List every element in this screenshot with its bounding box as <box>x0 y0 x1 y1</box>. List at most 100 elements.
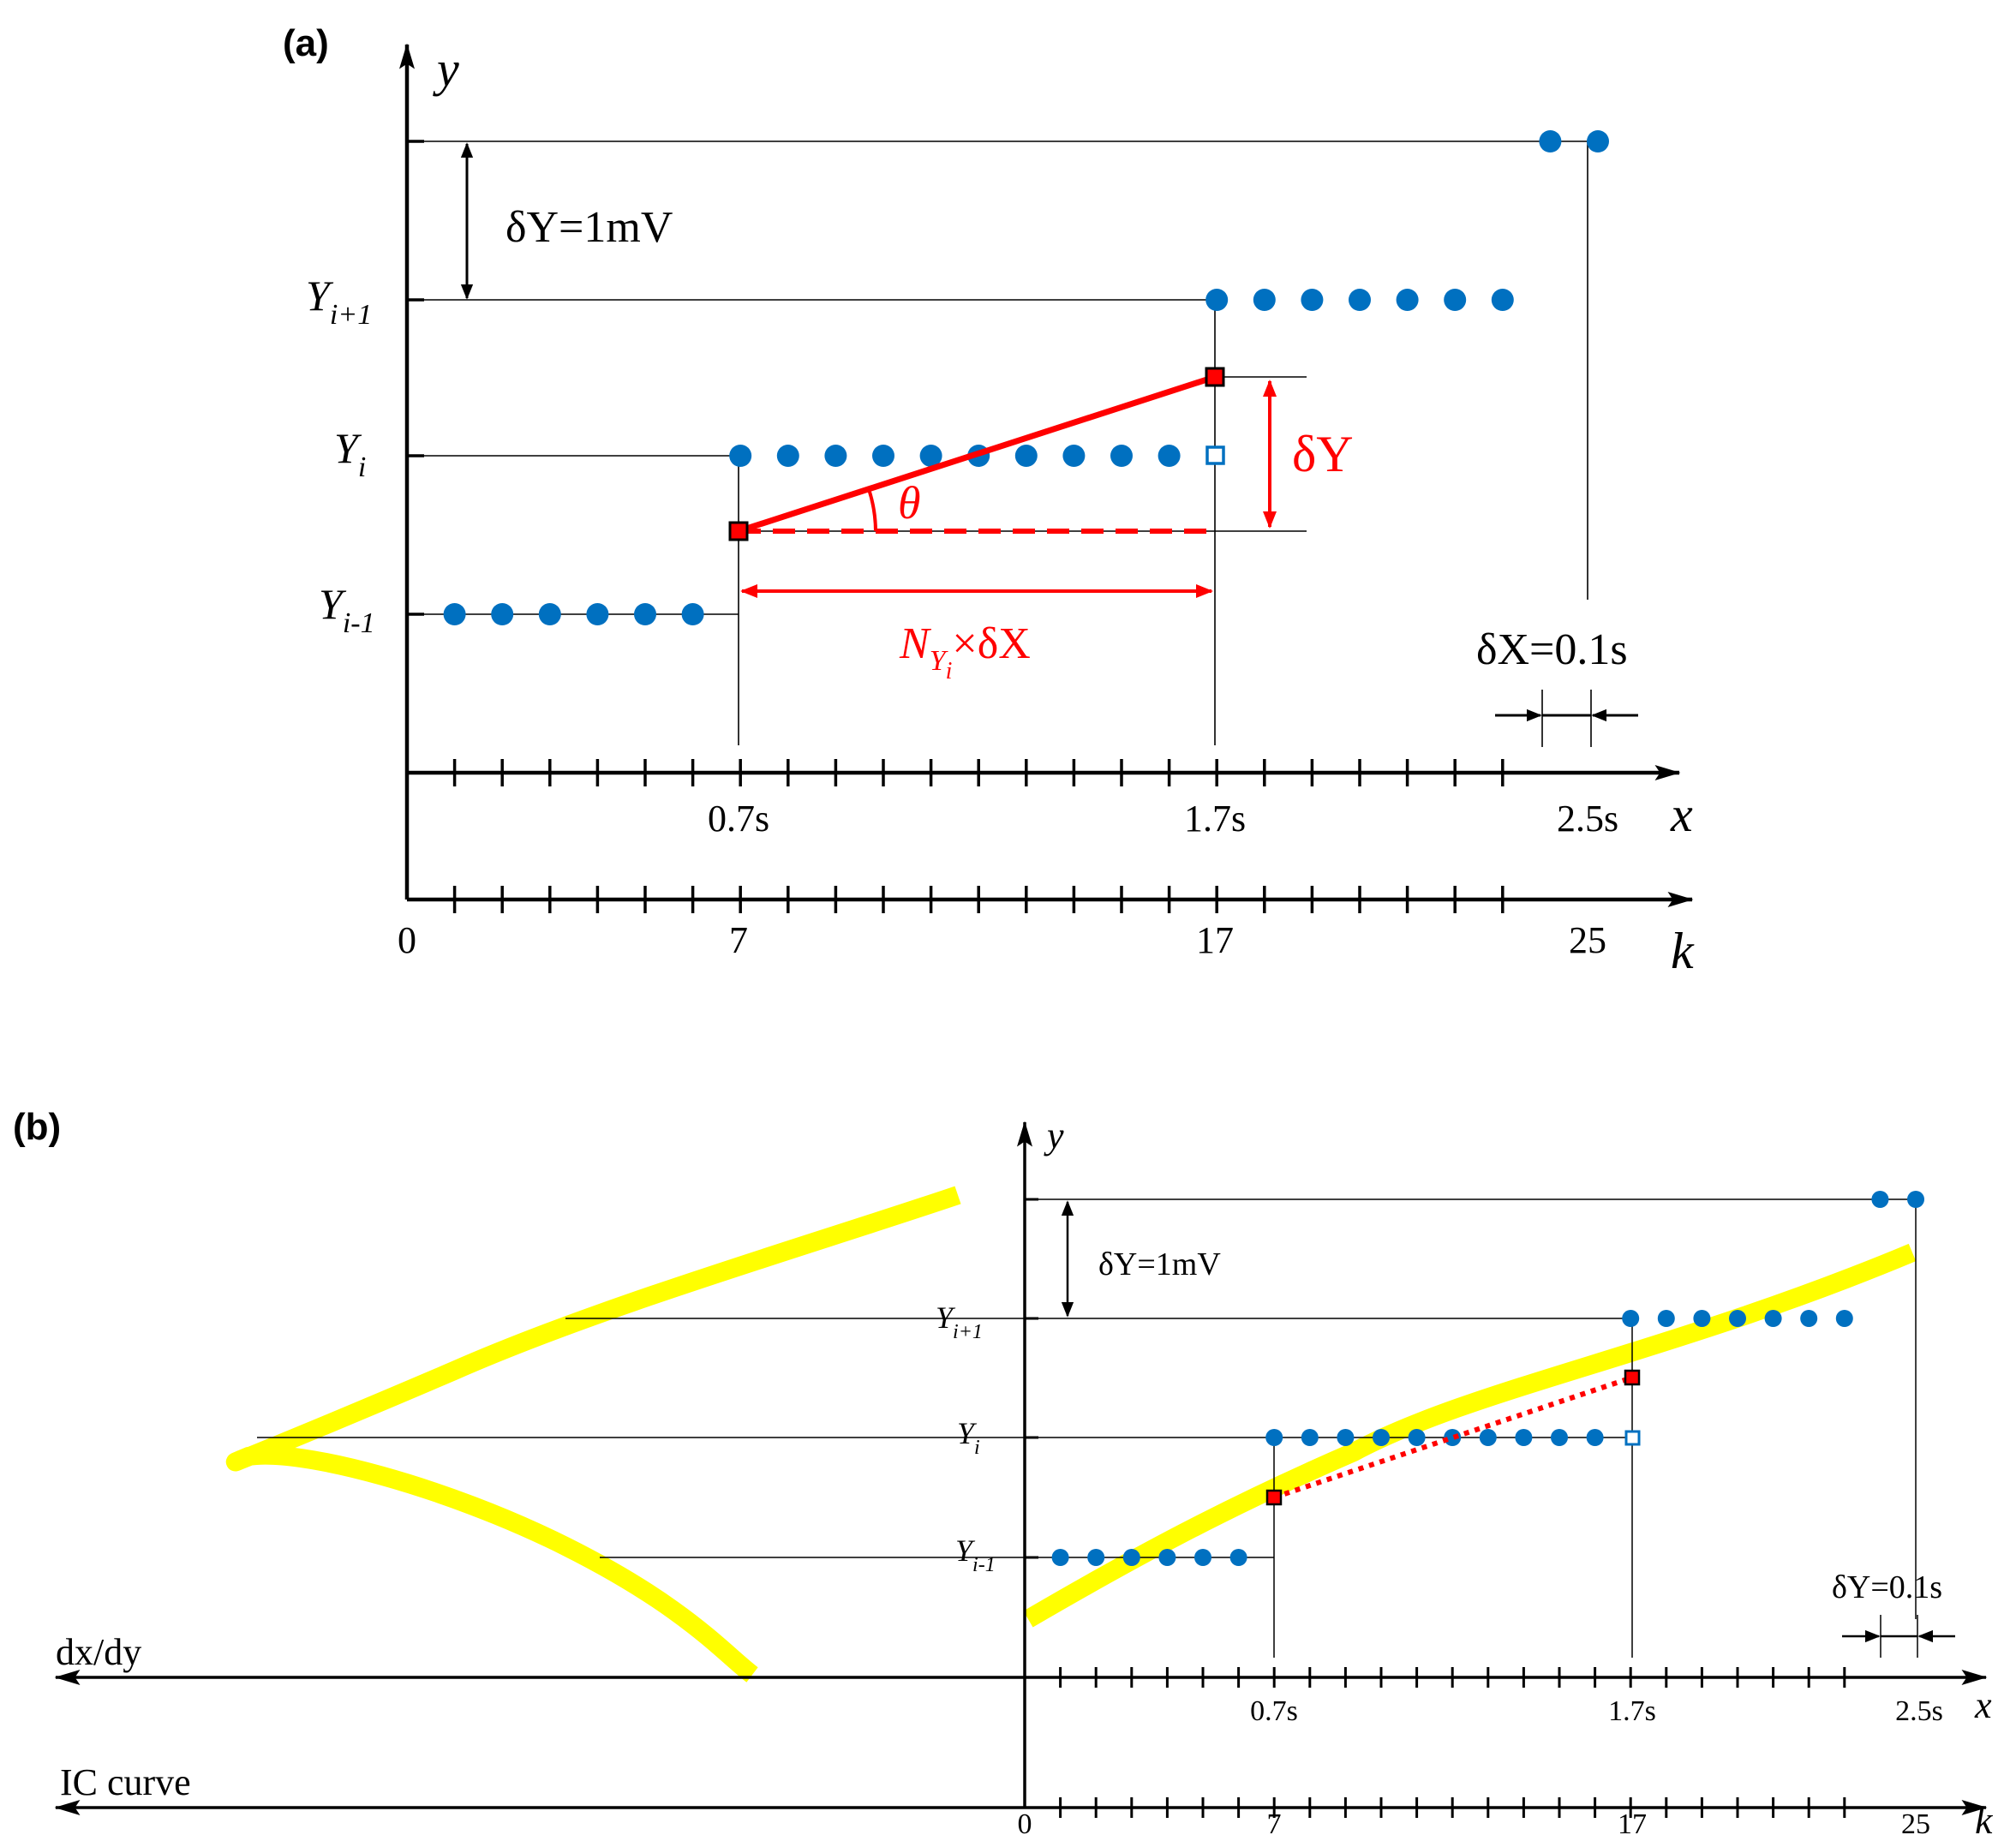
sample-dot <box>1491 289 1514 311</box>
panel-b-k-tick-2: 17 <box>1618 1808 1647 1835</box>
panel-b-y-level-mid: Yi <box>957 1416 980 1459</box>
panel-b-left-axis-upper-label: dx/dy <box>56 1631 141 1673</box>
sample-dot <box>1729 1310 1746 1327</box>
sample-dot <box>1301 1429 1319 1446</box>
panel-b-open-square-marker <box>1624 1430 1641 1446</box>
panel-a-run-label: NYi×δX <box>899 619 1031 684</box>
panel-a-angle-arc <box>867 488 877 532</box>
sample-dot <box>1551 1429 1568 1446</box>
panel-b: (b) y x <box>13 1106 1994 1835</box>
panel-a-k-tick-1: 7 <box>729 919 748 961</box>
sample-dot <box>1515 1429 1533 1446</box>
sample-dot <box>872 445 894 467</box>
panel-a-dots <box>443 130 1609 625</box>
panel-a-rise-label: δY <box>1292 426 1354 482</box>
sample-dot <box>1539 130 1562 152</box>
panel-b-left-axis-lower-label: IC curve <box>60 1761 191 1803</box>
panel-a-k-tick-3: 25 <box>1569 919 1606 961</box>
sample-dot <box>443 603 466 625</box>
sample-dot <box>1110 445 1133 467</box>
panel-a-y-axis-label: y <box>433 41 459 97</box>
panel-a-y-ticks <box>407 140 424 616</box>
panel-a-label: (a) <box>283 22 329 64</box>
panel-b-x-tick-0: 0.7s <box>1250 1695 1298 1727</box>
sample-dot <box>1349 289 1371 311</box>
sample-dot <box>586 603 609 625</box>
panel-b-voltage-curve <box>1023 1243 1917 1628</box>
panel-b-ic-curve <box>226 1186 961 1683</box>
sample-dot <box>1265 1429 1283 1446</box>
panel-b-delta-x-text: δY=0.1s <box>1832 1569 1942 1605</box>
panel-b-k-tick-3: 25 <box>1901 1808 1930 1835</box>
panel-a-open-square-marker <box>1205 445 1225 465</box>
sample-dot <box>1586 1429 1604 1446</box>
panel-a-delta-y-text: δY=1mV <box>505 203 673 252</box>
panel-a-y-level-mid: Yi <box>334 424 366 483</box>
sample-dot <box>824 445 847 467</box>
panel-a-k-tick-0: 0 <box>398 919 416 961</box>
panel-a-k-tick-2: 17 <box>1196 919 1234 961</box>
panel-b-delta-y-text: δY=1mV <box>1098 1246 1221 1282</box>
sample-dot <box>1087 1549 1105 1566</box>
sample-dot <box>1408 1429 1426 1446</box>
panel-b-dots <box>1051 1191 1924 1566</box>
panel-a-secant-end-marker <box>1205 367 1225 387</box>
sample-dot <box>1622 1310 1640 1327</box>
panel-a-x-tick-1: 1.7s <box>1184 798 1246 840</box>
panel-b-x-axis-label: x <box>1974 1684 1992 1726</box>
panel-b-secant-end-marker <box>1624 1369 1641 1386</box>
panel-b-x-tick-2: 2.5s <box>1895 1695 1943 1727</box>
panel-a-x-axis-label: x <box>1670 786 1693 842</box>
sample-dot <box>1301 289 1324 311</box>
sample-dot <box>1158 1549 1176 1566</box>
panel-b-k-ticks <box>1059 1797 1846 1818</box>
sample-dot <box>1693 1310 1711 1327</box>
panel-b-x-tick-1: 1.7s <box>1608 1695 1656 1727</box>
sample-dot <box>491 603 514 625</box>
panel-b-k-axis-label: k <box>1975 1798 1994 1835</box>
sample-dot <box>1194 1549 1211 1566</box>
sample-dot <box>1479 1429 1497 1446</box>
panel-b-secant-line <box>1273 1375 1633 1500</box>
panel-b-k-tick-0: 0 <box>1018 1808 1032 1835</box>
panel-a-k-axis-label: k <box>1671 923 1695 979</box>
sample-dot <box>1253 289 1276 311</box>
panel-b-guide-lines <box>257 1198 1918 1658</box>
sample-dot <box>1907 1191 1924 1208</box>
sample-dot <box>919 445 942 467</box>
panel-b-y-axis-label: y <box>1044 1115 1064 1157</box>
sample-dot <box>1229 1549 1247 1566</box>
sample-dot <box>1062 445 1086 467</box>
panel-a-k-ticks <box>452 886 1505 913</box>
sample-dot <box>1051 1549 1069 1566</box>
sample-dot <box>634 603 656 625</box>
sample-dot <box>681 603 704 625</box>
panel-a-x-ticks <box>452 759 1505 786</box>
sample-dot <box>1835 1310 1853 1327</box>
sample-dot <box>776 445 799 467</box>
sample-dot <box>1764 1310 1782 1327</box>
sample-dot <box>1800 1310 1818 1327</box>
panel-a-secant-start-marker <box>728 521 749 541</box>
panel-a-angle-label: θ <box>898 477 921 529</box>
panel-a-secant-line <box>737 374 1217 535</box>
panel-b-y-ticks <box>1025 1198 1038 1559</box>
sample-dot <box>1871 1191 1889 1208</box>
panel-b-k-tick-1: 7 <box>1267 1808 1282 1835</box>
panel-a-y-level-lower: Yi-1 <box>319 580 375 639</box>
panel-b-label: (b) <box>13 1106 61 1148</box>
sample-dot <box>1587 130 1609 152</box>
panel-a-x-tick-2: 2.5s <box>1557 798 1618 840</box>
panel-b-x-ticks <box>1059 1667 1846 1688</box>
sample-dot <box>1396 289 1419 311</box>
sample-dot <box>729 445 752 467</box>
sample-dot <box>1014 445 1038 467</box>
sample-dot <box>1205 289 1229 311</box>
sample-dot <box>1122 1549 1140 1566</box>
panel-b-y-level-upper: Yi+1 <box>936 1300 983 1343</box>
sample-dot <box>1158 445 1181 467</box>
panel-a: (a) y x k <box>283 22 1695 979</box>
panel-b-y-level-lower: Yi-1 <box>955 1533 996 1576</box>
panel-a-y-level-upper: Yi+1 <box>306 272 372 331</box>
sample-dot <box>1444 289 1467 311</box>
